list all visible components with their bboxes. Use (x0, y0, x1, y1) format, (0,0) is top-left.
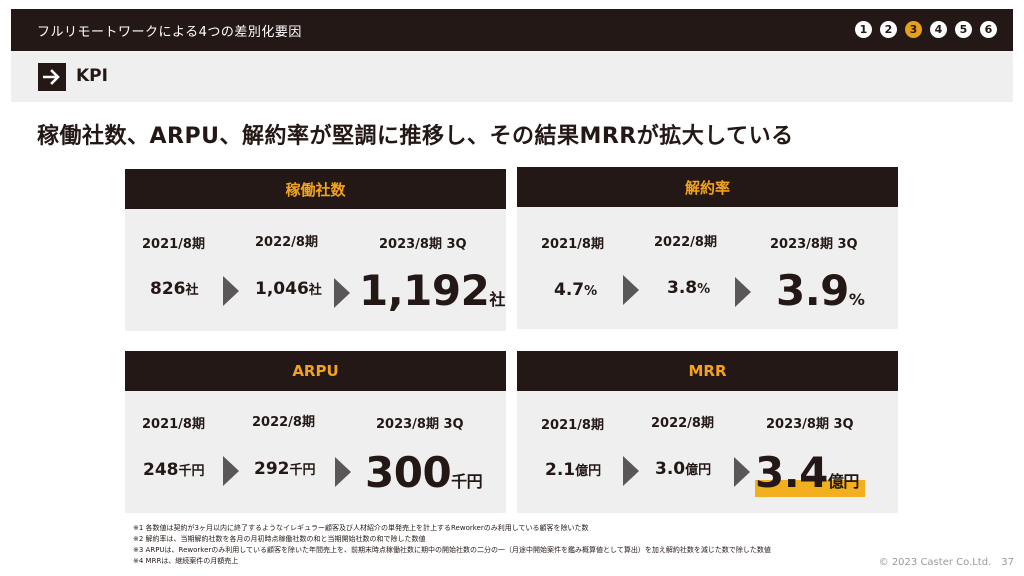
value-2023: 1,192社 (359, 266, 505, 315)
value-2022: 1,046社 (255, 279, 322, 299)
footer: © 2023 Caster Co.Ltd. 37 (869, 557, 1014, 568)
step-1: 1 (855, 21, 872, 38)
panel-title: 解約率 (517, 167, 898, 207)
value-2022: 3.0億円 (655, 459, 712, 479)
panel-mrr: MRR 2021/8期 2022/8期 2023/8期 3Q 2.1億円 3.0… (517, 351, 898, 513)
arrow-right-icon (334, 278, 350, 308)
headline: 稼働社数、ARPU、解約率が堅調に推移し、その結果MRRが拡大している (37, 124, 794, 149)
period-label: 2023/8期 3Q (766, 417, 854, 432)
period-label: 2023/8期 3Q (379, 237, 467, 252)
period-label: 2021/8期 (142, 237, 205, 252)
footnote: ※3 ARPUは、Reworkerのみ利用している顧客を除いた年間売上を、前期末… (133, 546, 771, 554)
footnote: ※4 MRRは、継続案件の月額売上 (133, 557, 239, 565)
arrow-right-icon (223, 456, 239, 486)
arrow-right-icon (335, 457, 351, 487)
arrow-right-icon (38, 63, 66, 91)
arrow-right-icon (623, 456, 639, 486)
period-label: 2022/8期 (654, 235, 717, 250)
period-label: 2022/8期 (651, 416, 714, 431)
value-2022: 3.8% (667, 278, 711, 298)
value-2021: 4.7% (554, 280, 598, 300)
period-label: 2023/8期 3Q (376, 417, 464, 432)
step-indicator: 1 2 3 4 5 6 (855, 21, 997, 38)
step-5: 5 (955, 21, 972, 38)
panel-title: ARPU (125, 351, 506, 391)
arrow-right-icon (735, 277, 751, 307)
panel-active-clients: 稼働社数 2021/8期 2022/8期 2023/8期 3Q 826社 1,0… (125, 169, 506, 331)
value-2021: 2.1億円 (545, 460, 602, 480)
step-2: 2 (880, 21, 897, 38)
panel-title: 稼働社数 (125, 169, 506, 209)
section-label: KPI (76, 66, 108, 86)
footnote: ※1 各数値は契約が3ヶ月以内に終了するようなイレギュラー顧客及び人材紹介の単発… (133, 524, 589, 532)
panel-churn-rate: 解約率 2021/8期 2022/8期 2023/8期 3Q 4.7% 3.8%… (517, 167, 898, 329)
step-6: 6 (980, 21, 997, 38)
period-label: 2021/8期 (541, 418, 604, 433)
copyright: © 2023 Caster Co.Ltd. (878, 557, 992, 568)
period-label: 2022/8期 (252, 415, 315, 430)
step-3-active: 3 (905, 21, 922, 38)
period-label: 2022/8期 (255, 235, 318, 250)
value-2022: 292千円 (254, 459, 316, 479)
footnote: ※2 解約率は、当期解約社数を各月の月初時点稼働社数の和と当期開始社数の和で除し… (133, 535, 426, 543)
period-label: 2021/8期 (142, 417, 205, 432)
section-bar: KPI (11, 51, 1013, 102)
panel-arpu: ARPU 2021/8期 2022/8期 2023/8期 3Q 248千円 29… (125, 351, 506, 513)
page-number: 37 (1001, 557, 1014, 568)
period-label: 2021/8期 (541, 237, 604, 252)
value-2023: 3.4億円 (755, 448, 859, 497)
value-2021: 248千円 (143, 460, 205, 480)
slide-title: フルリモートワークによる4つの差別化要因 (37, 25, 302, 40)
top-bar: フルリモートワークによる4つの差別化要因 1 2 3 4 5 6 (11, 9, 1013, 51)
arrow-right-icon (623, 275, 639, 305)
highlighted-value: 3.4億円 (755, 448, 865, 497)
highlight-marker (755, 480, 865, 497)
panel-title: MRR (517, 351, 898, 391)
period-label: 2023/8期 3Q (770, 237, 858, 252)
footnotes: ※1 各数値は契約が3ヶ月以内に終了するようなイレギュラー顧客及び人材紹介の単発… (133, 523, 771, 567)
value-2023: 3.9% (776, 266, 865, 315)
value-2021: 826社 (150, 279, 199, 299)
value-2023: 300千円 (365, 448, 483, 497)
arrow-right-icon (223, 276, 239, 306)
step-4: 4 (930, 21, 947, 38)
arrow-right-icon (734, 457, 750, 487)
